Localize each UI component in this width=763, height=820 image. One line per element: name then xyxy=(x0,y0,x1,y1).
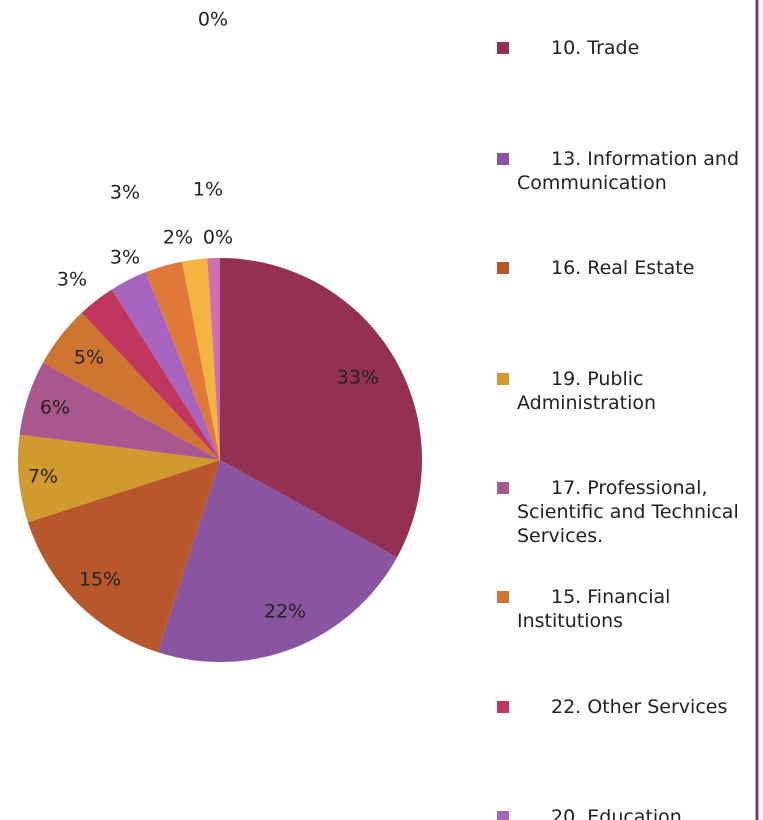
data-label: 5% xyxy=(74,347,104,369)
pie-slice xyxy=(157,460,398,662)
data-label: 3% xyxy=(110,182,140,204)
data-label: 2% xyxy=(163,227,193,249)
data-label: 7% xyxy=(28,466,58,488)
pie-slice xyxy=(81,289,220,460)
pie-slice xyxy=(182,258,220,460)
legend-swatch xyxy=(497,701,509,713)
pie-slice xyxy=(27,460,221,653)
pie-slice xyxy=(111,272,220,460)
data-label: 1% xyxy=(193,179,223,201)
legend-swatch xyxy=(497,262,509,274)
data-label: 22% xyxy=(264,601,306,623)
pie-slice xyxy=(220,258,422,558)
legend-swatch xyxy=(497,42,509,54)
legend-swatch xyxy=(497,153,509,165)
pie-slice xyxy=(145,261,220,460)
pie-slice xyxy=(19,362,220,460)
legend-label: 22. Other Services xyxy=(551,696,728,718)
pie-slice xyxy=(17,434,220,523)
data-label: 0% xyxy=(203,227,233,249)
legend-label: 19. Public Administration xyxy=(517,368,657,414)
legend-swatch xyxy=(497,373,509,385)
pie-slice xyxy=(42,312,220,460)
data-label: 3% xyxy=(110,247,140,269)
legend-label: 20. Education xyxy=(551,806,682,820)
legend-label: 10. Trade xyxy=(551,37,640,59)
legend-label: 15. Financial Institutions xyxy=(517,586,671,632)
pie-slice xyxy=(207,258,220,460)
legend-label: 13. Information and Communication xyxy=(517,148,740,194)
legend-label: 17. Professional, Scientific and Technic… xyxy=(517,477,739,547)
legend-swatch xyxy=(497,591,509,603)
data-label: 6% xyxy=(40,397,70,419)
data-label: 33% xyxy=(337,367,379,389)
legend-label: 16. Real Estate xyxy=(551,257,695,279)
data-label: 3% xyxy=(57,269,87,291)
data-label: 15% xyxy=(79,569,121,591)
legend-swatch xyxy=(497,811,509,820)
legend-swatch xyxy=(497,482,509,494)
data-label: 0% xyxy=(198,9,228,31)
